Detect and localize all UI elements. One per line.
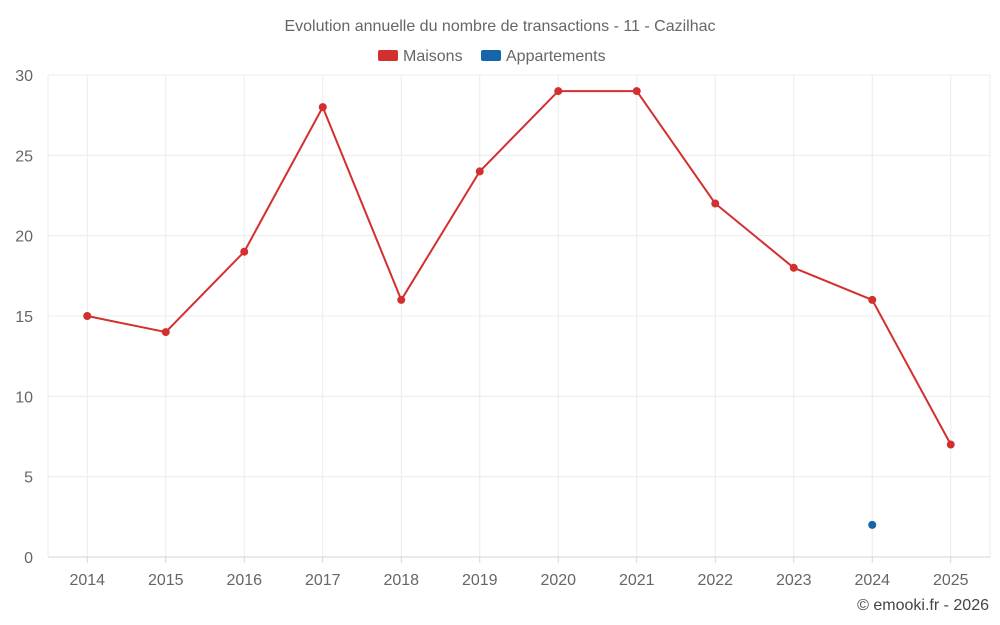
data-point-appartements[interactable] xyxy=(868,520,877,529)
data-point-maisons[interactable] xyxy=(946,440,955,449)
gridlines xyxy=(47,74,991,563)
data-point-maisons[interactable] xyxy=(475,167,484,176)
data-point-maisons[interactable] xyxy=(161,328,170,337)
legend-swatch xyxy=(481,50,501,61)
data-point-maisons[interactable] xyxy=(711,199,720,208)
legend-item-maisons[interactable]: Maisons xyxy=(378,48,463,65)
x-tick-label: 2016 xyxy=(226,572,262,589)
legend-swatch xyxy=(378,50,398,61)
x-axis-ticks: 2014 2015 2016 2017 2018 2019 2020 2021 2022 2023… xyxy=(69,572,968,589)
data-point-maisons[interactable] xyxy=(554,87,563,96)
y-tick-label: 25 xyxy=(15,148,33,165)
x-tick-label: 2024 xyxy=(854,572,890,589)
y-tick-label: 15 xyxy=(15,309,33,326)
data-point-maisons[interactable] xyxy=(789,263,798,272)
data-point-maisons[interactable] xyxy=(397,295,406,304)
legend: Maisons Appartements xyxy=(378,48,606,65)
y-tick-label: 10 xyxy=(15,389,33,406)
x-tick-label: 2023 xyxy=(776,572,812,589)
y-tick-label: 20 xyxy=(15,229,33,246)
data-point-maisons[interactable] xyxy=(318,103,327,112)
x-tick-label: 2018 xyxy=(383,572,419,589)
data-point-maisons[interactable] xyxy=(83,312,92,320)
series-layer xyxy=(83,87,955,529)
data-point-maisons[interactable] xyxy=(632,87,641,96)
y-tick-label: 0 xyxy=(24,550,33,567)
x-tick-label: 2021 xyxy=(619,572,655,589)
legend-item-appartements[interactable]: Appartements xyxy=(481,48,606,65)
y-tick-label: 30 xyxy=(15,68,33,85)
y-axis-ticks: 0 5 10 15 20 25 30 xyxy=(15,68,33,567)
x-tick-label: 2025 xyxy=(933,572,969,589)
x-tick-label: 2019 xyxy=(462,572,498,589)
y-tick-label: 5 xyxy=(24,470,33,487)
series-line-maisons xyxy=(87,90,952,446)
legend-label: Maisons xyxy=(403,48,463,65)
x-tick-label: 2017 xyxy=(305,572,341,589)
x-tick-label: 2015 xyxy=(148,572,184,589)
x-tick-label: 2022 xyxy=(697,572,733,589)
x-tick-label: 2020 xyxy=(540,572,576,589)
credit-text: © emooki.fr - 2026 xyxy=(857,597,989,614)
chart-title: Evolution annuelle du nombre de transact… xyxy=(284,18,715,35)
legend-label: Appartements xyxy=(506,48,606,65)
data-point-maisons[interactable] xyxy=(868,295,877,304)
data-point-maisons[interactable] xyxy=(240,247,249,256)
x-tick-label: 2014 xyxy=(69,572,105,589)
